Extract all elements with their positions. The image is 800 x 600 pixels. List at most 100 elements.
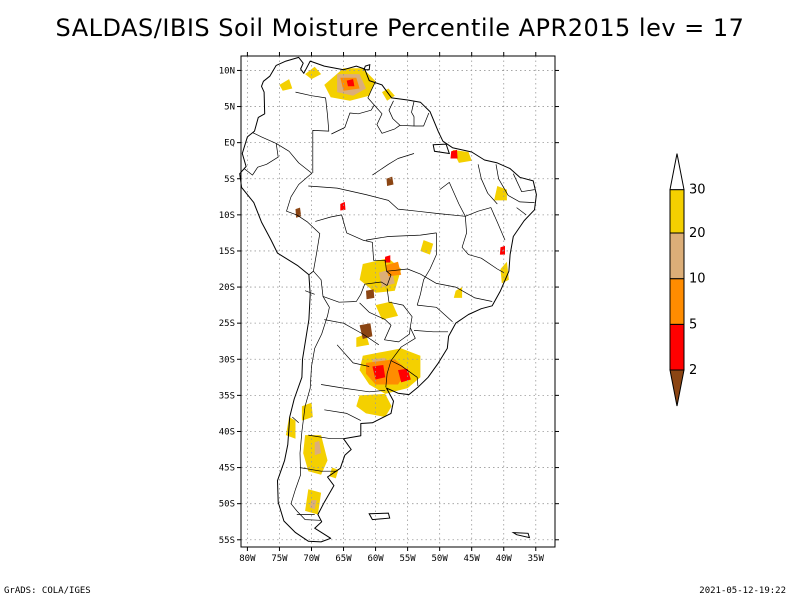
coastline — [239, 56, 537, 543]
border-line — [286, 172, 321, 276]
lon-tick-label: 75W — [271, 554, 288, 564]
figure-title: SALDAS/IBIS Soil Moisture Percentile APR… — [55, 14, 745, 42]
legend-label-2: 2 — [689, 363, 697, 378]
lon-tick-label: 35W — [528, 554, 545, 564]
field-patch-tan — [314, 440, 322, 456]
legend-label-5: 5 — [689, 317, 697, 332]
border-line — [304, 290, 315, 295]
lat-tick-label: 5S — [224, 175, 235, 185]
lat-tick-label: 25S — [219, 319, 235, 329]
field-patch-brown — [359, 323, 373, 339]
legend-swatch-20 — [669, 232, 685, 280]
field-patch-yellow — [452, 149, 472, 163]
footer-credit: GrADS: COLA/IGES — [4, 586, 91, 596]
field-patch-red — [346, 79, 355, 87]
border-line — [388, 100, 401, 126]
border-line — [359, 288, 413, 343]
lat-tick-label: 5N — [224, 103, 235, 113]
lat-tick-label: 10S — [219, 211, 235, 221]
legend-swatch-30 — [669, 189, 685, 234]
border-line — [516, 207, 527, 216]
lon-tick-label: 50W — [432, 554, 449, 564]
field-patch-red — [340, 201, 346, 211]
border-line — [417, 304, 453, 322]
island-outline — [432, 143, 451, 155]
lon-tick-label: 60W — [367, 554, 384, 564]
plot-frame — [240, 55, 556, 548]
border-line — [465, 207, 506, 241]
field-patch-yellow — [285, 417, 296, 439]
political-borders — [243, 81, 535, 521]
lon-tick-label: 80W — [239, 554, 256, 564]
field-patch-yellow — [279, 79, 293, 91]
field-patch-yellow — [420, 240, 434, 255]
border-line — [413, 330, 448, 333]
legend-label-20: 20 — [689, 226, 706, 241]
border-line — [324, 319, 379, 346]
border-line — [477, 164, 498, 205]
field-patch-brown — [366, 289, 375, 300]
axis-ticks: 10N 5N EQ 5S 10S 15S 20S 25S 30S 35S 40S 45S 50S 55S 8… — [219, 52, 559, 564]
border-line — [290, 270, 330, 521]
lat-tick-label: 20S — [219, 283, 235, 293]
border-line — [324, 409, 361, 421]
lat-tick-label: 40S — [219, 427, 235, 437]
border-line — [508, 195, 535, 203]
island-outline — [368, 512, 391, 521]
lat-tick-label: 55S — [219, 536, 235, 546]
border-line — [315, 214, 392, 286]
lon-tick-label: 45W — [464, 554, 481, 564]
border-line — [331, 81, 376, 135]
lat-tick-label: EQ — [224, 139, 235, 149]
border-line — [292, 416, 299, 424]
border-line — [308, 434, 344, 440]
field-patch-yellow — [301, 402, 313, 421]
island-outline — [511, 532, 531, 539]
lat-tick-label: 45S — [219, 464, 235, 474]
field-patch-red — [384, 255, 391, 263]
border-line — [372, 153, 415, 176]
legend-swatch-5 — [669, 323, 685, 371]
border-line — [468, 254, 504, 273]
field-patch-yellow — [375, 301, 398, 320]
border-line — [365, 232, 437, 241]
lat-tick-label: 15S — [219, 247, 235, 257]
field-patch-yellow — [356, 393, 392, 417]
lon-tick-label: 55W — [399, 554, 416, 564]
field-patch-yellow — [382, 88, 395, 101]
border-line — [322, 281, 388, 303]
lat-tick-label: 35S — [219, 391, 235, 401]
field-patch-red — [499, 245, 505, 255]
field-patch-yellow — [305, 66, 322, 80]
lon-tick-label: 65W — [335, 554, 352, 564]
lon-tick-label: 70W — [303, 554, 320, 564]
lon-tick-label: 40W — [496, 554, 513, 564]
border-line — [295, 91, 330, 173]
legend-swatch-2 — [669, 369, 685, 407]
border-line — [495, 164, 509, 196]
color-legend: 2 5 10 20 30 — [669, 153, 706, 407]
border-line — [385, 360, 392, 388]
lat-tick-label: 10N — [219, 66, 235, 76]
field-patch-yellow — [500, 261, 509, 284]
field-patch-brown — [386, 176, 394, 186]
legend-label-30: 30 — [689, 183, 706, 198]
lat-tick-label: 30S — [219, 355, 235, 365]
border-line — [512, 173, 535, 193]
continent-coastline — [239, 56, 537, 543]
border-line — [439, 182, 469, 255]
border-line — [336, 344, 370, 367]
border-line — [387, 268, 493, 302]
field-patch-orange — [385, 261, 402, 277]
island-outline — [363, 63, 371, 71]
footer-timestamp: 2021-05-12-19:22 — [699, 586, 786, 596]
legend-label-10: 10 — [689, 272, 706, 287]
field-patch-yellow — [494, 186, 507, 201]
grid-lines — [241, 56, 555, 547]
border-line — [243, 143, 279, 176]
border-line — [374, 104, 430, 134]
border-line — [299, 467, 338, 472]
border-line — [411, 101, 415, 126]
